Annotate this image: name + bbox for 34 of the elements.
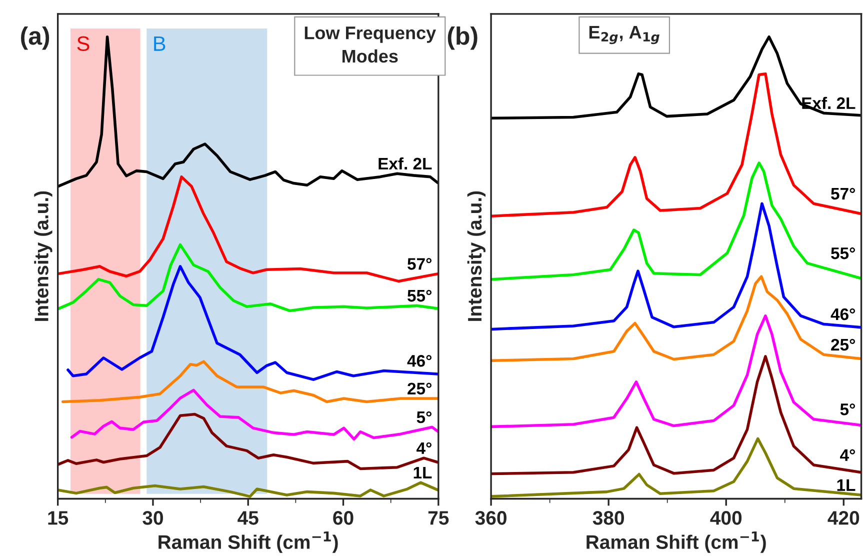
series-label: 5°	[840, 404, 856, 416]
x-tick-label: 400	[710, 511, 742, 525]
text: (a)	[21, 26, 50, 50]
x-tick-label: 15	[48, 511, 68, 525]
series-label: 46°	[407, 355, 432, 367]
x-tick-label: 60	[333, 511, 354, 525]
y-axis-title: Intensity (a.u.)	[34, 191, 52, 321]
series-label: 57°	[408, 258, 432, 270]
series-label: 4°	[416, 442, 432, 454]
series-label: 55°	[831, 247, 856, 260]
x-tick-label: 75	[428, 511, 449, 525]
series-label: 25°	[408, 382, 432, 395]
chart-title: E$_{2g}$, A$_{1g}$	[589, 26, 660, 44]
x-tick-label: 420	[828, 511, 860, 525]
x-tick-label: 360	[475, 511, 506, 525]
series-label: 55°	[408, 290, 432, 302]
x-axis-title: Raman Shift (cm$^{−1}$)	[158, 531, 338, 553]
series-label: 1L	[414, 466, 432, 478]
series-label: 46°	[830, 308, 856, 320]
x-tick-label: 45	[238, 511, 258, 525]
series-label: 1L	[837, 479, 856, 491]
chart-title: Low Frequency Modes	[304, 26, 436, 63]
series-label: 5°	[416, 411, 432, 424]
series-label: 57°	[831, 188, 856, 200]
series-label: 25°	[831, 338, 856, 351]
x-tick-label: 380	[592, 511, 624, 525]
series-label: 4°	[840, 449, 856, 461]
x-tick-label: 30	[142, 511, 163, 525]
text: (b)	[448, 26, 478, 50]
band-label: B	[154, 36, 166, 51]
band-label: S	[77, 36, 90, 52]
series-label: Exf. 2L	[378, 157, 432, 170]
x-axis-title: Raman Shift (cm$^{−1}$)	[586, 531, 766, 553]
y-axis-title: Intensity (a.u.)	[467, 191, 486, 321]
